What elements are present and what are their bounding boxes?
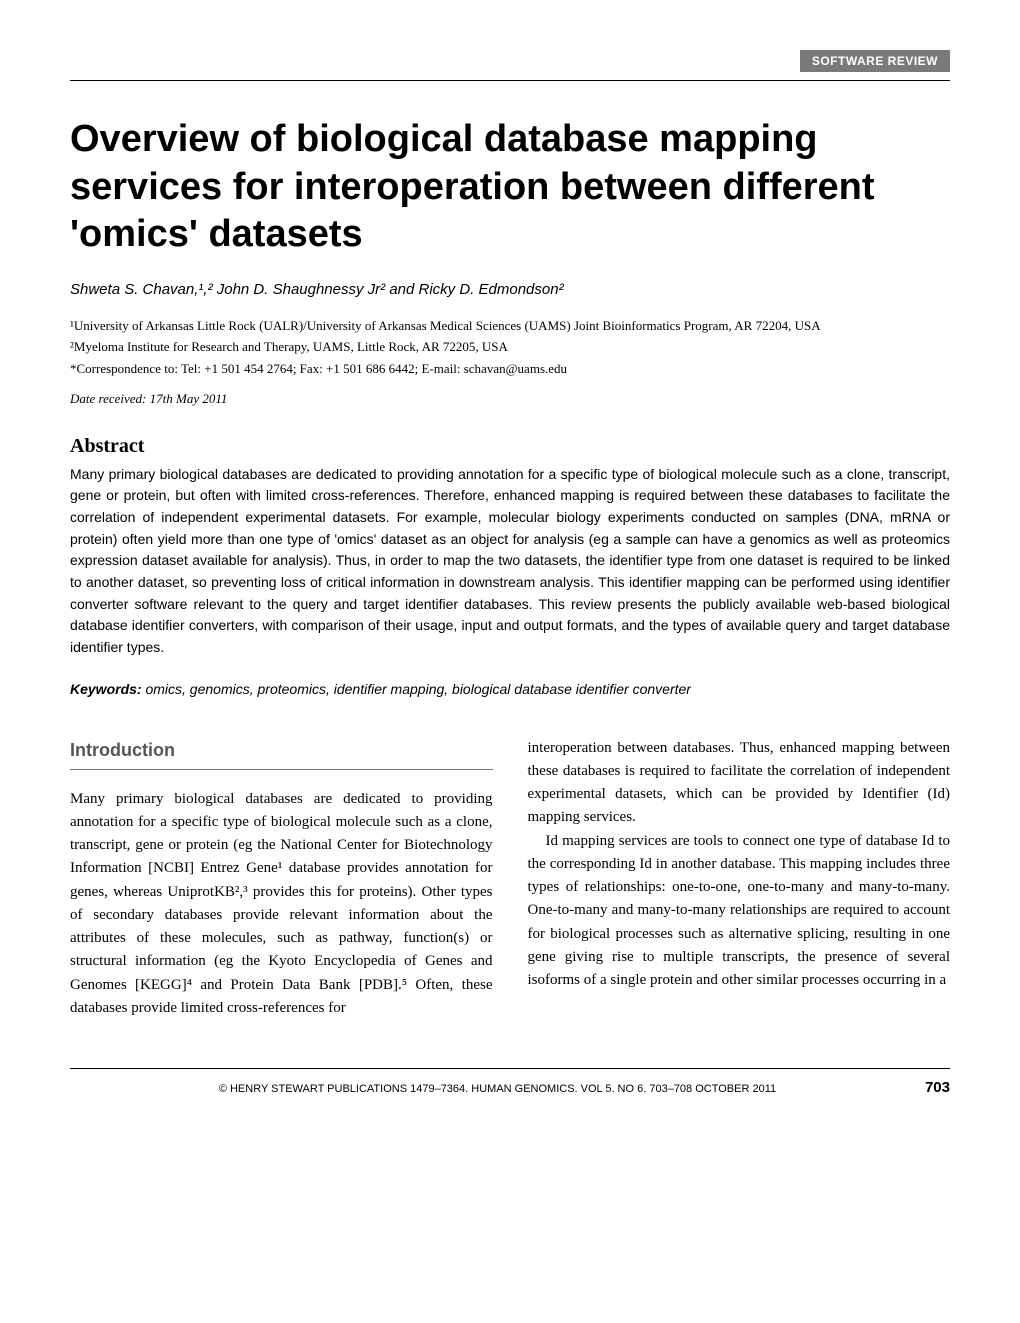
footer: © HENRY STEWART PUBLICATIONS 1479–7364. …: [70, 1079, 950, 1096]
affiliation-2: ²Myeloma Institute for Research and Ther…: [70, 337, 950, 357]
intro-col2-para1: interoperation between databases. Thus, …: [528, 737, 951, 830]
body-columns: Introduction Many primary biological dat…: [70, 737, 950, 1020]
keywords-line: Keywords: omics, genomics, proteomics, i…: [70, 681, 950, 697]
header-rule: [70, 80, 950, 81]
introduction-heading: Introduction: [70, 737, 493, 770]
correspondence-line: *Correspondence to: Tel: +1 501 454 2764…: [70, 361, 950, 377]
affiliation-1: ¹University of Arkansas Little Rock (UAL…: [70, 316, 950, 336]
abstract-heading: Abstract: [70, 435, 950, 458]
authors-line: Shweta S. Chavan,¹,² John D. Shaughnessy…: [70, 281, 950, 298]
column-right: interoperation between databases. Thus, …: [528, 737, 951, 1020]
affiliations: ¹University of Arkansas Little Rock (UAL…: [70, 316, 950, 357]
footer-rule: [70, 1068, 950, 1069]
keywords-text: omics, genomics, proteomics, identifier …: [142, 681, 691, 697]
column-left: Introduction Many primary biological dat…: [70, 737, 493, 1020]
intro-col1-para1: Many primary biological databases are de…: [70, 788, 493, 1021]
footer-text: © HENRY STEWART PUBLICATIONS 1479–7364. …: [70, 1083, 925, 1095]
header-bar: SOFTWARE REVIEW: [70, 50, 950, 72]
intro-col2-para2: Id mapping services are tools to connect…: [528, 830, 951, 993]
date-received: Date received: 17th May 2011: [70, 391, 950, 407]
abstract-text: Many primary biological databases are de…: [70, 464, 950, 659]
review-tag: SOFTWARE REVIEW: [800, 50, 950, 72]
keywords-label: Keywords:: [70, 681, 142, 697]
footer-page-number: 703: [925, 1079, 950, 1096]
article-title: Overview of biological database mapping …: [70, 116, 950, 259]
